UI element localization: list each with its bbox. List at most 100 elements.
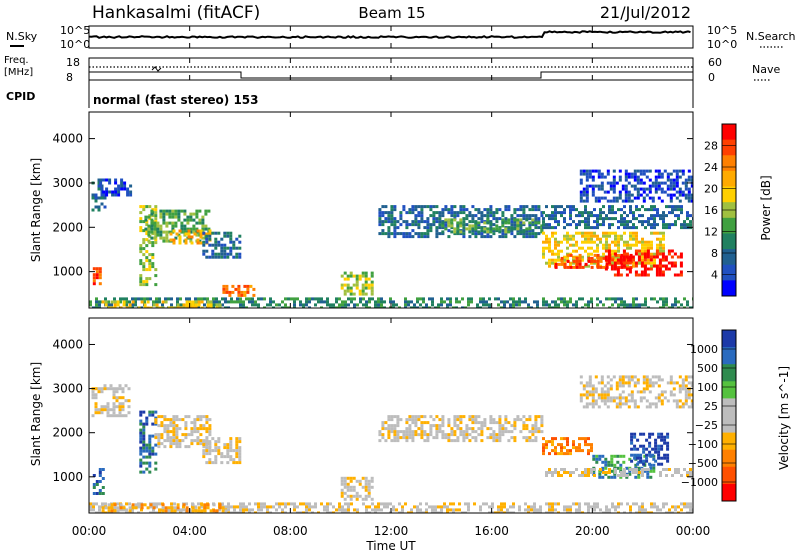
echo-cell xyxy=(155,303,159,307)
echo-cell xyxy=(358,289,362,293)
echo-cell xyxy=(148,410,152,414)
echo-cell xyxy=(154,433,158,437)
echo-cell xyxy=(462,439,466,443)
echo-cell xyxy=(648,184,652,188)
echo-cell xyxy=(178,229,182,233)
echo-cell xyxy=(587,306,590,308)
echo-cell xyxy=(140,297,143,301)
echo-cell xyxy=(168,212,172,216)
echo-cell xyxy=(650,502,653,506)
echo-cell xyxy=(660,175,664,179)
echo-cell xyxy=(643,255,647,259)
echo-cell xyxy=(405,430,409,434)
echo-cell xyxy=(198,239,202,243)
echo-cell xyxy=(458,508,461,512)
echo-cell xyxy=(480,226,484,230)
echo-cell xyxy=(228,290,232,294)
echo-cell xyxy=(464,511,467,513)
echo-cell xyxy=(221,509,225,513)
echo-cell xyxy=(414,217,418,221)
echo-cell xyxy=(501,221,505,225)
echo-cell xyxy=(390,214,394,218)
echo-cell xyxy=(522,232,526,236)
echo-cell xyxy=(686,511,689,513)
echo-cell xyxy=(672,381,676,385)
echo-cell xyxy=(361,497,365,501)
echo-cell xyxy=(634,252,638,256)
echo-cell xyxy=(632,211,635,215)
echo-cell xyxy=(196,229,200,233)
echo-cell xyxy=(540,424,544,428)
echo-cell xyxy=(293,505,296,509)
echo-cell xyxy=(636,405,640,409)
echo-cell xyxy=(97,208,101,212)
echo-cell xyxy=(581,471,584,474)
echo-cell xyxy=(590,297,593,301)
echo-cell xyxy=(450,439,454,443)
echo-cell xyxy=(593,261,596,265)
echo-cell xyxy=(600,187,604,191)
echo-cell xyxy=(326,502,329,506)
echo-cell xyxy=(600,390,604,394)
echo-cell xyxy=(627,193,631,197)
echo-cell xyxy=(142,461,146,465)
echo-cell xyxy=(668,211,671,215)
echo-cell xyxy=(542,452,545,456)
echo-cell xyxy=(489,421,493,425)
echo-cell xyxy=(616,460,620,464)
echo-cell xyxy=(611,502,614,506)
echo-cell xyxy=(661,252,665,256)
echo-cell xyxy=(390,211,394,215)
y-tick-label: 4000 xyxy=(52,132,83,146)
echo-cell xyxy=(513,421,517,425)
echo-cell xyxy=(143,300,146,304)
echo-cell xyxy=(675,178,679,182)
echo-cell xyxy=(629,508,632,512)
echo-cell xyxy=(672,178,676,182)
echo-cell xyxy=(137,503,141,507)
echo-cell xyxy=(346,274,350,278)
echo-cell xyxy=(112,393,116,397)
echo-cell xyxy=(160,436,164,440)
echo-cell xyxy=(525,424,529,428)
echo-cell xyxy=(134,297,137,301)
echo-cell xyxy=(378,223,382,227)
echo-cell xyxy=(453,205,457,209)
echo-cell xyxy=(537,221,541,225)
echo-cell xyxy=(598,469,602,473)
echo-cell xyxy=(610,475,614,479)
echo-cell xyxy=(531,232,535,236)
echo-cell xyxy=(649,475,653,479)
echo-cell xyxy=(302,511,305,513)
echo-cell xyxy=(154,214,158,218)
echo-cell xyxy=(311,297,314,301)
echo-cell xyxy=(103,193,107,197)
echo-cell xyxy=(622,454,626,458)
echo-cell xyxy=(663,441,667,445)
echo-cell xyxy=(513,208,517,212)
colorbar-swatch xyxy=(722,330,736,348)
echo-cell xyxy=(217,446,221,450)
echo-cell xyxy=(588,390,592,394)
echo-cell xyxy=(414,214,418,218)
echo-cell xyxy=(225,287,229,291)
echo-cell xyxy=(164,506,168,510)
echo-cell xyxy=(608,297,611,301)
echo-cell xyxy=(636,378,640,382)
echo-cell xyxy=(381,211,385,215)
echo-cell xyxy=(197,306,200,308)
echo-cell xyxy=(278,505,281,509)
echo-cell xyxy=(675,190,679,194)
echo-cell xyxy=(666,459,670,463)
echo-cell xyxy=(139,283,143,287)
echo-cell xyxy=(624,196,628,200)
echo-cell xyxy=(630,432,634,436)
echo-cell xyxy=(657,196,661,200)
echo-cell xyxy=(426,217,430,221)
echo-cell xyxy=(95,502,98,506)
echo-cell xyxy=(563,452,566,456)
echo-cell xyxy=(474,224,478,228)
echo-cell xyxy=(395,508,398,512)
y-tick-label: 2000 xyxy=(52,426,83,440)
echo-cell xyxy=(155,505,158,509)
